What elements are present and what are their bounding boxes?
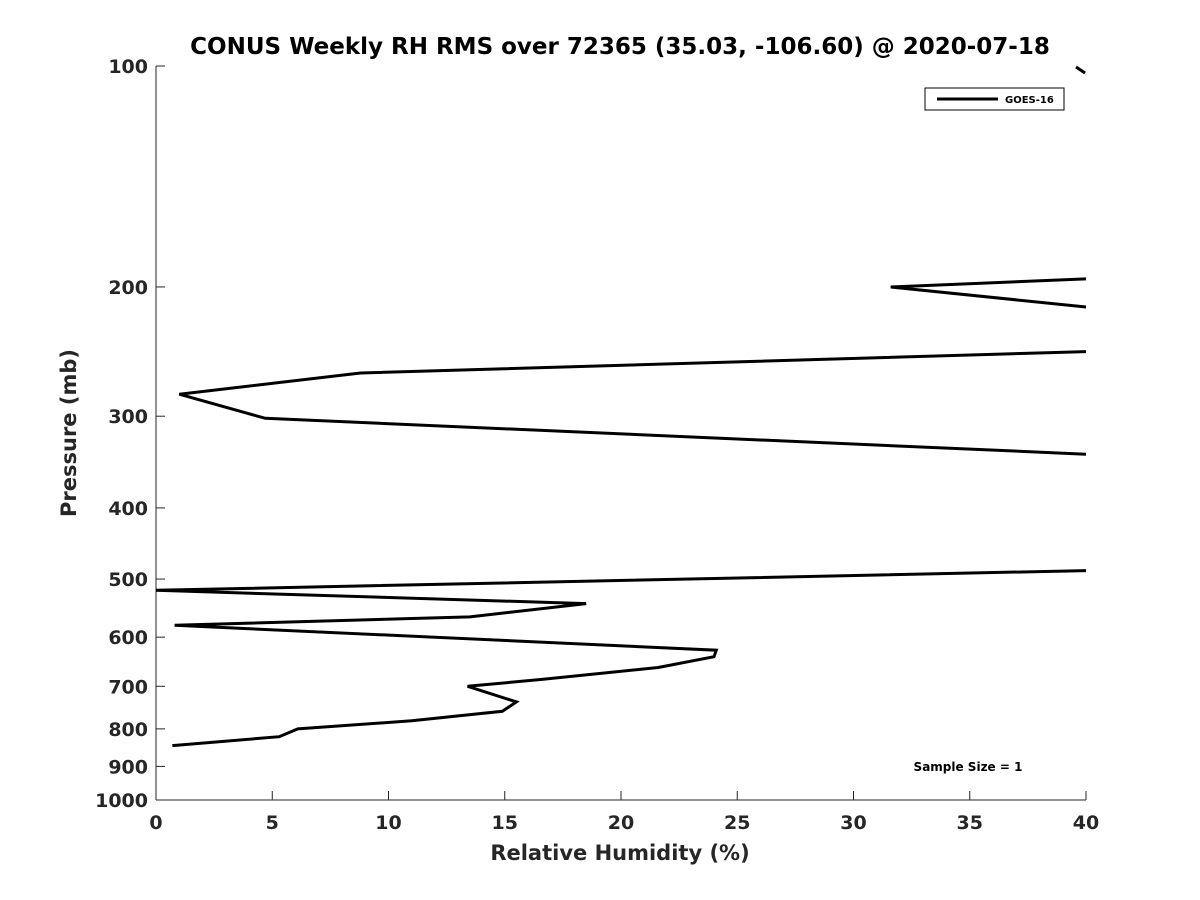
plot-axes: 0 5 10 15 20 25 30 35 40 100 200 300 400 500 600 700 800…	[95, 56, 1099, 834]
x-tick-label: 15	[492, 812, 518, 834]
y-tick-label: 300	[108, 406, 148, 428]
x-tick-label: 20	[608, 812, 634, 834]
y-tick-label: 500	[108, 569, 148, 591]
y-tick-label: 800	[108, 719, 148, 741]
x-tick-label: 30	[840, 812, 866, 834]
y-tick-label: 100	[108, 56, 148, 78]
x-tick-label: 5	[266, 812, 279, 834]
y-tick-label: 400	[108, 498, 148, 520]
chart-title: CONUS Weekly RH RMS over 72365 (35.03, -…	[190, 34, 1050, 60]
legend-label-goes-16: GOES-16	[1005, 95, 1054, 106]
x-tick-label: 35	[957, 812, 983, 834]
series-edge-stub	[1075, 65, 1086, 75]
x-tick-label: 0	[149, 812, 162, 834]
y-axis-label: Pressure (mb)	[57, 349, 81, 517]
y-tick-label: 900	[108, 756, 148, 778]
sample-size-annotation: Sample Size = 1	[914, 760, 1023, 774]
y-tick-label: 1000	[95, 790, 148, 812]
y-tick-label: 200	[108, 277, 148, 299]
y-tick-label: 600	[108, 627, 148, 649]
x-tick-label: 40	[1073, 812, 1099, 834]
x-axis-label: Relative Humidity (%)	[490, 841, 749, 865]
y-tick-label: 700	[108, 676, 148, 698]
legend: GOES-16	[924, 87, 1065, 111]
series-line-goes-16	[156, 277, 1087, 748]
series-layer	[156, 277, 1087, 748]
x-tick-label: 10	[375, 812, 401, 834]
x-tick-label: 25	[724, 812, 750, 834]
